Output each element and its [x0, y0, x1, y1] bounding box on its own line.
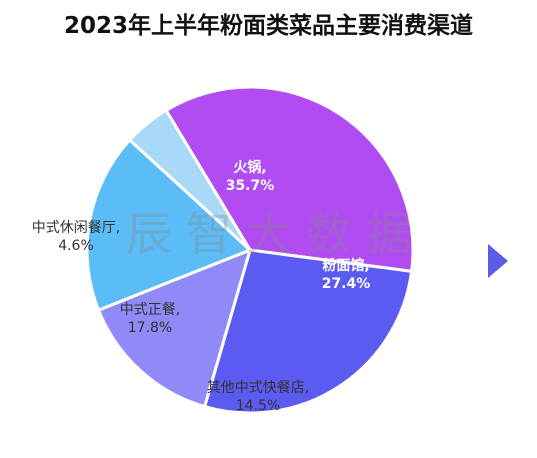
slice-label-name: 中式休闲餐厅,: [32, 220, 120, 236]
pie-slice-3: [85, 138, 252, 312]
slice-label-value: 35.7%: [226, 178, 275, 194]
watermark-text: 辰智大数据: [126, 207, 426, 261]
slice-label-value: 17.8%: [128, 320, 172, 336]
chart-title: 2023年上半年粉面类菜品主要消费渠道: [63, 13, 473, 39]
pie-slices: [85, 85, 415, 415]
slice-label-1: 粉面馆, 27.4%: [322, 257, 371, 292]
slice-label-name: 火锅,: [233, 160, 266, 176]
triangle-right-icon[interactable]: [488, 244, 508, 278]
pie-slice-1: [203, 248, 414, 415]
pie-slice-2: [96, 248, 252, 409]
slice-label-name: 其他中式快餐店,: [207, 380, 309, 396]
pie-labels: 火锅, 35.7% 粉面馆, 27.4% 其他中式快餐店, 14.5% 中式正餐, 17.8%…: [32, 160, 371, 414]
slice-label-2: 其他中式快餐店, 14.5%: [207, 380, 309, 414]
slice-label-value: 27.4%: [322, 276, 371, 292]
slice-label-4: 中式休闲餐厅, 4.6%: [32, 220, 120, 254]
slice-label-name: 中式正餐,: [120, 302, 180, 318]
pie-slice-4: [128, 108, 252, 252]
slice-label-3: 中式正餐, 17.8%: [120, 302, 180, 336]
slice-label-value: 14.5%: [236, 398, 280, 414]
pie-slice-0: [164, 85, 415, 273]
slice-label-name: 粉面馆,: [322, 257, 369, 274]
slice-label-0: 火锅, 35.7%: [226, 160, 275, 194]
slice-label-value: 4.6%: [58, 238, 94, 254]
